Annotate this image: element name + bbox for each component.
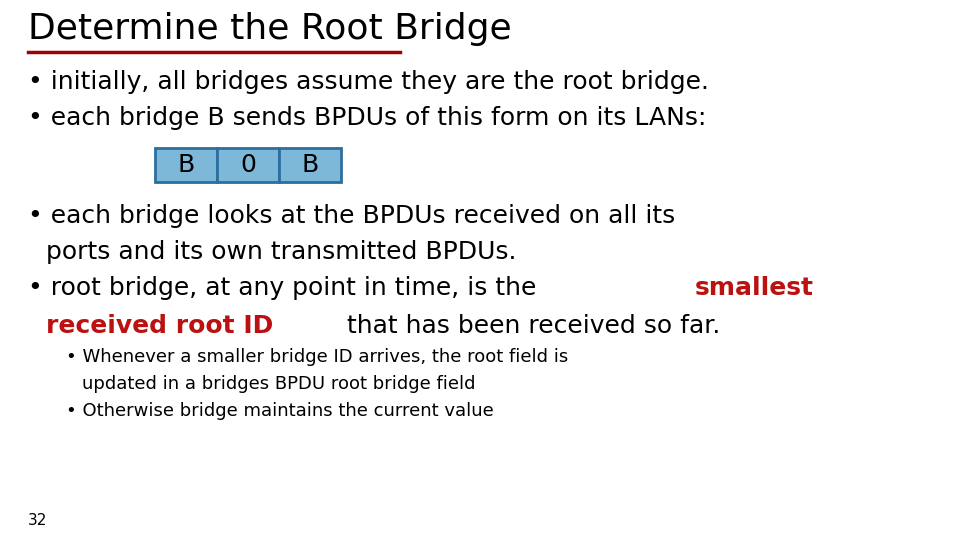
Text: 32: 32 [28,513,47,528]
Text: B: B [178,153,195,177]
Text: • Otherwise bridge maintains the current value: • Otherwise bridge maintains the current… [66,402,493,420]
Bar [279,148,341,182]
Text: updated in a bridges BPDU root bridge field: updated in a bridges BPDU root bridge fi… [82,375,475,393]
Text: received root ID: received root ID [46,314,274,338]
Text: 0: 0 [240,153,256,177]
Text: smallest: smallest [694,276,813,300]
Text: • each bridge B sends BPDUs of this form on its LANs:: • each bridge B sends BPDUs of this form… [28,106,707,130]
Text: • initially, all bridges assume they are the root bridge.: • initially, all bridges assume they are… [28,70,709,94]
Bar [217,148,279,182]
Text: B: B [301,153,319,177]
Text: • root bridge, at any point in time, is the: • root bridge, at any point in time, is … [28,276,544,300]
Text: ports and its own transmitted BPDUs.: ports and its own transmitted BPDUs. [46,240,516,264]
Text: • Whenever a smaller bridge ID arrives, the root field is: • Whenever a smaller bridge ID arrives, … [66,348,568,366]
Bar [155,148,217,182]
Text: • each bridge looks at the BPDUs received on all its: • each bridge looks at the BPDUs receive… [28,204,675,228]
Text: Determine the Root Bridge: Determine the Root Bridge [28,12,512,46]
Text: that has been received so far.: that has been received so far. [339,314,721,338]
